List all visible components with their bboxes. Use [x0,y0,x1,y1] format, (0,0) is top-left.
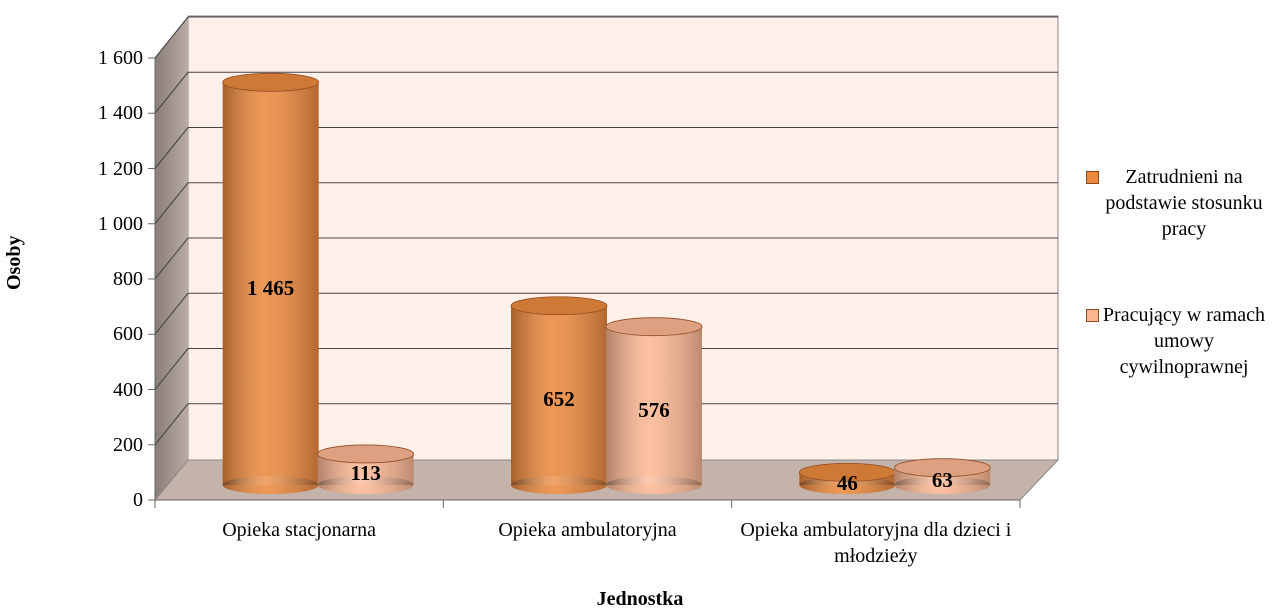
legend-label: Zatrudnieni na podstawie stosunku pracy [1105,166,1263,240]
bar-body-shade [606,326,702,485]
legend-swatch [1086,309,1099,322]
x-tick-label: Opieka stacjonarna [222,519,377,541]
bar-top [510,296,608,316]
bar-top-shade [222,73,319,92]
bar [222,72,320,494]
grid-line [154,127,189,169]
y-tick-label: 0 [133,489,143,511]
data-label: 46 [836,470,858,495]
grid-line [154,348,189,390]
bar-top-shade [511,296,607,315]
x-tick-label: Opieka ambulatoryjna dla dzieci i młodzi… [740,519,1012,567]
legend-swatch [1086,171,1099,184]
data-label: 113 [350,461,381,486]
bar-top-shade [317,444,414,463]
bar [798,462,896,494]
bar-body-shade [222,82,319,485]
y-tick-label: 800 [113,268,143,290]
grid-line [154,292,189,335]
bar [510,296,608,494]
bar-top [317,444,415,464]
bar [893,458,991,494]
legend-label: Pracujący w ramach umowy cywilnoprawnej [1102,304,1266,378]
data-label: 576 [638,397,670,422]
x-axis-title: Jednostka [596,588,684,610]
data-label: 63 [931,468,953,493]
bar-top-shade [894,458,991,477]
bar-top [222,72,320,92]
bar-top [893,458,991,478]
data-label: 1 465 [247,275,295,300]
data-label: 652 [543,387,575,412]
grid-line [154,16,189,59]
grid-line [154,403,189,446]
y-tick-label: 1 400 [98,102,143,125]
bar [605,317,703,494]
bar-top [605,317,703,337]
y-tick-label: 600 [113,323,143,346]
bar-top-shade [799,463,896,482]
grid-line [154,182,189,225]
y-tick-label: 1 200 [98,157,143,180]
y-tick-label: 200 [113,433,143,456]
x-tick-label: Opieka ambulatoryjna [498,519,677,541]
y-tick-label: 1 000 [98,212,143,235]
y-tick-label: 400 [113,378,143,401]
bar-top-shade [606,317,702,336]
bar [317,444,415,494]
bar-body-shade [511,305,607,485]
grid-line [154,71,189,114]
y-axis-title: Osoby [3,235,25,290]
y-tick-label: 1 600 [98,47,143,69]
grid-line [154,237,189,280]
